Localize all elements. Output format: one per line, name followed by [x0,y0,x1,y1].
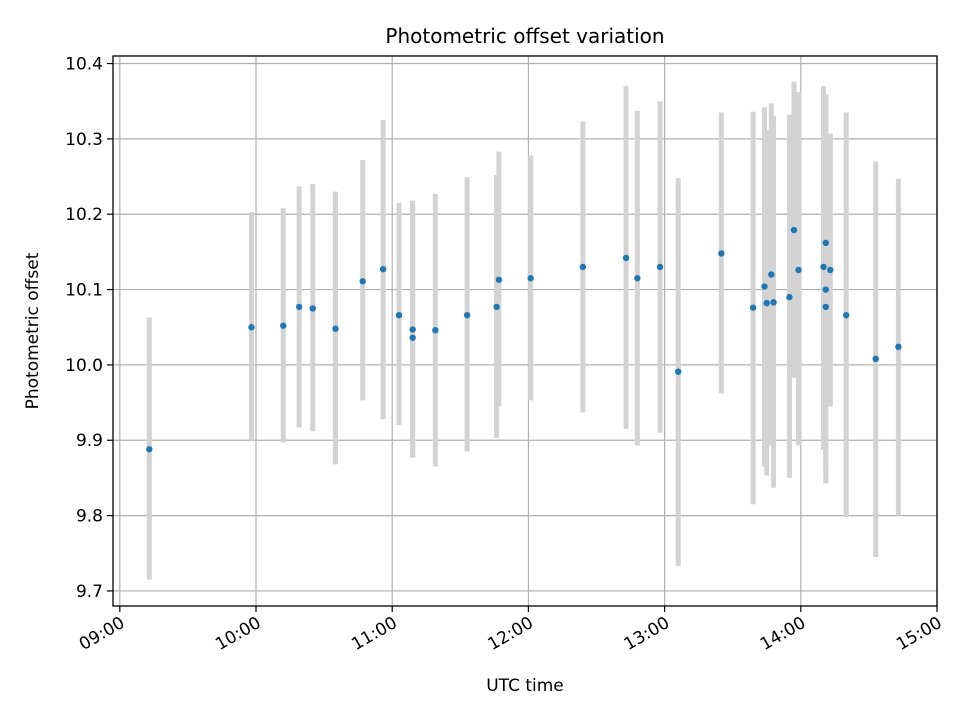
x-tick-label: 14:00 [757,613,809,655]
chart-title: Photometric offset variation [385,24,664,48]
data-point [146,446,153,453]
data-point [634,275,641,282]
data-point [409,334,416,341]
data-point [463,311,471,319]
y-tick-label: 9.9 [76,431,103,451]
data-point [895,343,902,351]
y-tick-label: 10.4 [65,55,103,75]
data-point [675,368,682,375]
data-point [395,311,403,319]
data-point [280,322,287,329]
data-point [872,355,879,363]
plot-frame [112,55,938,607]
x-tick-label: 09:00 [76,613,128,655]
data-point [379,266,387,273]
data-point [843,311,850,319]
data-point [822,239,829,247]
data-point [795,266,802,274]
data-point [718,250,725,257]
x-tick-label: 13:00 [621,613,673,655]
data-point [827,266,834,274]
x-axis-label: UTC time [486,676,564,696]
data-point [763,299,770,307]
data-point [309,305,316,312]
y-axis-label: Photometric offset [23,252,43,409]
data-point [786,293,793,301]
data-point [409,326,416,333]
data-point [295,303,303,311]
data-point [495,276,503,283]
data-point [749,304,757,311]
data-point [527,275,534,282]
y-axis-ticks: 9.7 9.8 9.9 10.0 10.1 10.2 10.3 10.4 [65,55,113,602]
grid [113,56,938,606]
data-points [146,226,902,453]
x-tick-label: 15:00 [893,613,945,655]
data-point [822,286,829,293]
data-point [579,263,587,271]
x-axis-ticks: 09:00 10:00 11:00 12:00 13:00 14:00 15:00 [76,606,946,655]
data-point [820,263,827,271]
data-point [761,283,768,290]
data-point [656,263,664,271]
y-tick-label: 9.7 [76,582,103,602]
data-point [822,303,829,311]
data-point [768,271,775,278]
y-tick-label: 10.1 [65,281,103,301]
x-tick-label: 12:00 [484,613,536,655]
data-point [622,254,630,262]
x-tick-label: 10:00 [212,613,264,655]
data-point [359,278,366,285]
x-tick-label: 11:00 [348,613,400,655]
data-point [790,226,798,234]
error-bars [146,81,901,580]
data-point [770,299,777,306]
y-tick-label: 9.8 [76,507,103,527]
data-point [248,324,255,331]
y-tick-label: 10.0 [65,356,103,376]
data-point [432,327,439,334]
y-tick-label: 10.3 [65,130,103,150]
data-point [493,303,500,311]
y-tick-label: 10.2 [65,205,103,225]
data-point [332,325,339,332]
